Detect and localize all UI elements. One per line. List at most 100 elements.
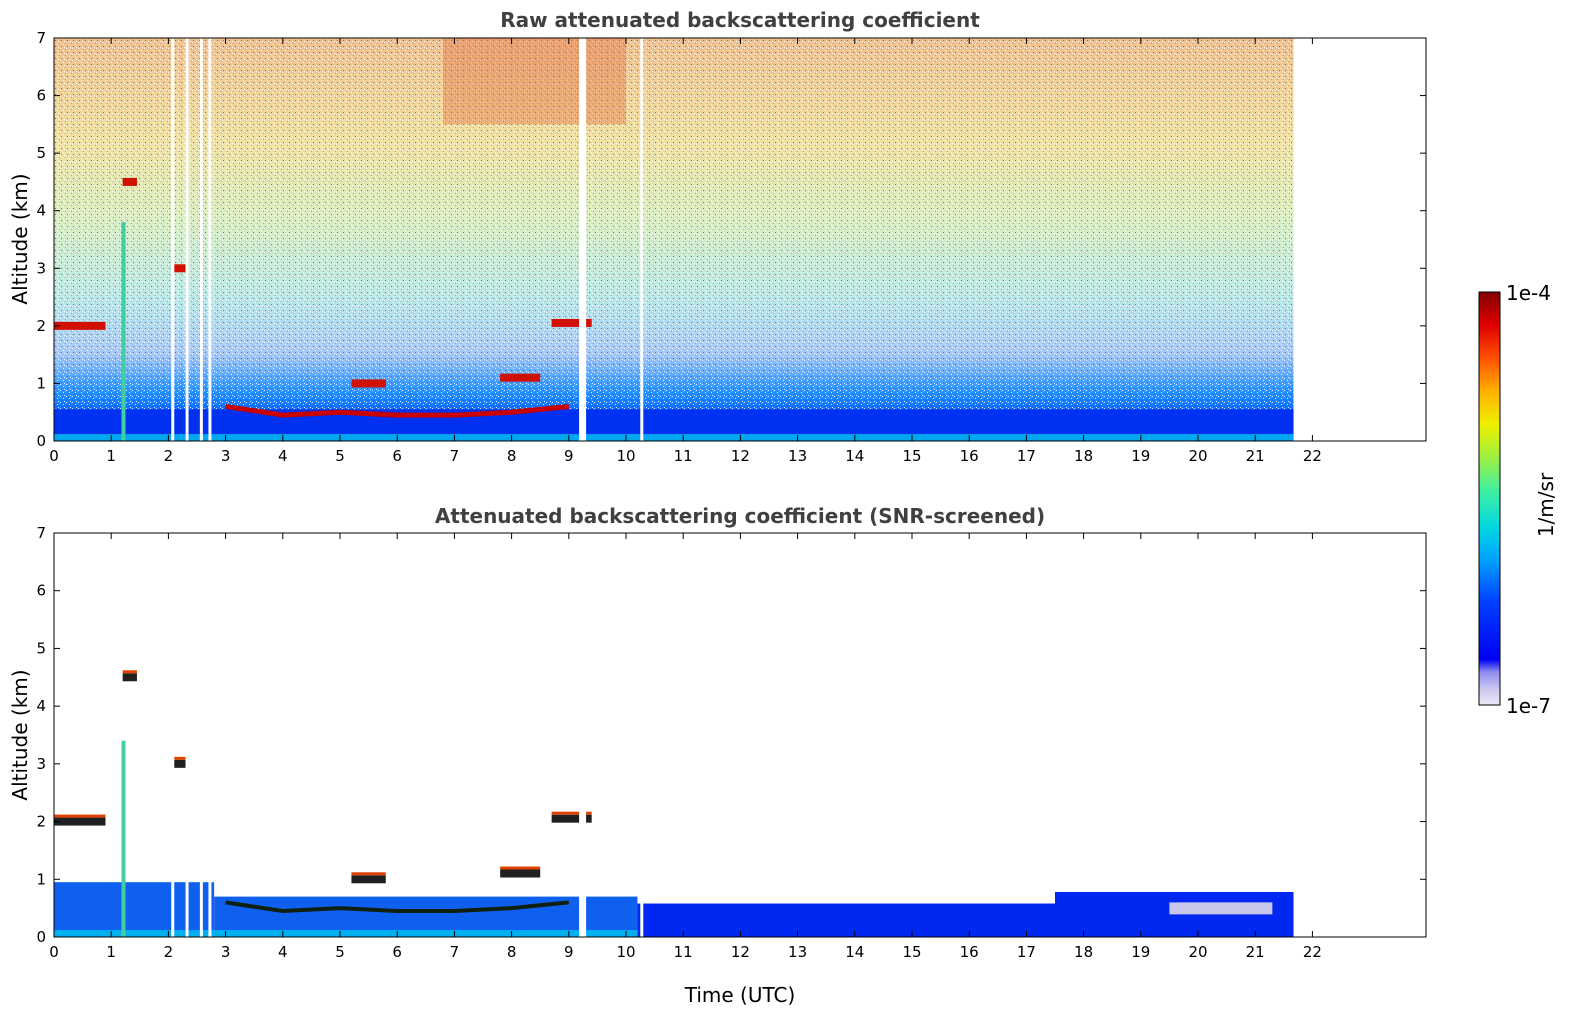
x-tick-label: 14 bbox=[845, 447, 864, 465]
x-tick-label: 18 bbox=[1074, 447, 1093, 465]
snr-screened-panel: Attenuated backscattering coefficient (S… bbox=[8, 504, 1427, 1007]
x-tick-label: 3 bbox=[221, 943, 231, 961]
colorbar-gradient bbox=[1478, 291, 1501, 706]
y-axis-label: Altitude (km) bbox=[8, 173, 32, 304]
cloud-layer bbox=[122, 177, 137, 186]
y-tick-label: 5 bbox=[36, 639, 46, 657]
cloud-layer bbox=[351, 379, 386, 388]
surface-layer bbox=[54, 434, 1294, 441]
x-tick-label: 17 bbox=[1017, 447, 1036, 465]
x-tick-label: 4 bbox=[278, 943, 288, 961]
x-tick-label: 13 bbox=[788, 943, 807, 961]
x-axis-label: Time (UTC) bbox=[684, 983, 796, 1007]
colorbar: 1e-4 1e-7 1/m/sr bbox=[1478, 281, 1558, 718]
x-tick-label: 11 bbox=[674, 447, 693, 465]
x-tick-label: 19 bbox=[1131, 943, 1150, 961]
x-tick-label: 1 bbox=[106, 447, 116, 465]
y-tick-label: 0 bbox=[36, 432, 46, 450]
x-tick-label: 22 bbox=[1303, 447, 1322, 465]
x-tick-label: 20 bbox=[1188, 943, 1207, 961]
cloud-top bbox=[54, 814, 106, 818]
x-tick-label: 15 bbox=[902, 943, 921, 961]
high-noise-region bbox=[442, 38, 626, 125]
vertical-plume bbox=[121, 222, 126, 441]
screened-layer bbox=[1055, 891, 1294, 937]
cloud-top bbox=[500, 866, 541, 870]
y-tick-label: 7 bbox=[36, 524, 46, 542]
y-tick-label: 3 bbox=[36, 755, 46, 773]
y-axis: 0 1 2 3 4 5 6 7 bbox=[36, 29, 1426, 450]
x-tick-label: 18 bbox=[1074, 943, 1093, 961]
x-tick-label: 1 bbox=[106, 943, 116, 961]
x-tick-label: 19 bbox=[1131, 447, 1150, 465]
y-tick-label: 6 bbox=[36, 87, 46, 105]
data-gap bbox=[640, 38, 644, 441]
data-gap bbox=[185, 38, 189, 441]
chart-title: Attenuated backscattering coefficient (S… bbox=[435, 504, 1045, 528]
heatmap-area bbox=[53, 532, 1427, 938]
x-tick-label: 6 bbox=[392, 447, 402, 465]
x-tick-label: 8 bbox=[507, 447, 517, 465]
plot-frame bbox=[53, 532, 1427, 938]
faint-layer bbox=[1169, 902, 1273, 915]
cloud-layer bbox=[54, 321, 106, 330]
x-tick-label: 10 bbox=[616, 447, 635, 465]
y-tick-label: 4 bbox=[36, 202, 46, 220]
screened-layer bbox=[54, 882, 215, 937]
colorbar-max-label: 1e-4 bbox=[1506, 281, 1551, 305]
cloud-layer bbox=[351, 875, 386, 884]
x-tick-label: 6 bbox=[392, 943, 402, 961]
x-tick-label: 21 bbox=[1246, 943, 1265, 961]
data-gap bbox=[185, 533, 189, 937]
x-tick-label: 21 bbox=[1246, 447, 1265, 465]
cloud-layer bbox=[174, 759, 186, 768]
cloud-layer bbox=[122, 673, 137, 682]
x-tick-label: 3 bbox=[221, 447, 231, 465]
y-tick-label: 2 bbox=[36, 317, 46, 335]
chart-title: Raw attenuated backscattering coefficien… bbox=[500, 8, 980, 32]
x-tick-label: 13 bbox=[788, 447, 807, 465]
x-tick-label: 4 bbox=[278, 447, 288, 465]
x-tick-label: 14 bbox=[845, 943, 864, 961]
x-tick-label: 7 bbox=[450, 447, 460, 465]
x-tick-label: 16 bbox=[960, 447, 979, 465]
cloud-layer bbox=[500, 373, 541, 382]
screened-layer bbox=[637, 903, 1055, 937]
vertical-plume bbox=[121, 740, 126, 937]
x-tick-label: 5 bbox=[335, 943, 345, 961]
cloud-layer bbox=[174, 264, 186, 273]
data-gap bbox=[199, 533, 203, 937]
x-tick-label: 22 bbox=[1303, 943, 1322, 961]
data-gap bbox=[199, 38, 203, 441]
y-tick-label: 0 bbox=[36, 928, 46, 946]
y-tick-label: 5 bbox=[36, 144, 46, 162]
cloud-layer bbox=[551, 814, 592, 823]
x-tick-label: 12 bbox=[731, 943, 750, 961]
y-tick-label: 7 bbox=[36, 29, 46, 47]
y-tick-label: 1 bbox=[36, 374, 46, 392]
x-tick-label: 2 bbox=[164, 943, 174, 961]
x-tick-label: 2 bbox=[164, 447, 174, 465]
x-axis: 0 1 2 3 4 5 6 7 8 9 10 11 12 13 14 15 16 17 18 19 20 21 22 bbox=[49, 533, 1322, 961]
cloud-layer bbox=[54, 817, 106, 826]
surface-layer bbox=[54, 930, 638, 937]
x-tick-label: 5 bbox=[335, 447, 345, 465]
boundary-layer-top bbox=[225, 403, 570, 418]
x-tick-label: 9 bbox=[564, 447, 574, 465]
heatmap-area bbox=[53, 37, 1427, 442]
data-gap bbox=[171, 38, 175, 441]
data-gap bbox=[208, 533, 212, 937]
x-tick-label: 8 bbox=[507, 943, 517, 961]
x-tick-label: 0 bbox=[49, 447, 59, 465]
boundary-layer-top bbox=[225, 900, 570, 914]
y-tick-label: 3 bbox=[36, 259, 46, 277]
y-tick-label: 2 bbox=[36, 813, 46, 831]
x-tick-label: 11 bbox=[674, 943, 693, 961]
x-tick-label: 17 bbox=[1017, 943, 1036, 961]
cloud-top bbox=[551, 811, 592, 815]
cloud-layer bbox=[551, 318, 592, 327]
data-gap bbox=[171, 533, 175, 937]
data-gap bbox=[640, 533, 644, 937]
cloud-top bbox=[122, 670, 137, 674]
